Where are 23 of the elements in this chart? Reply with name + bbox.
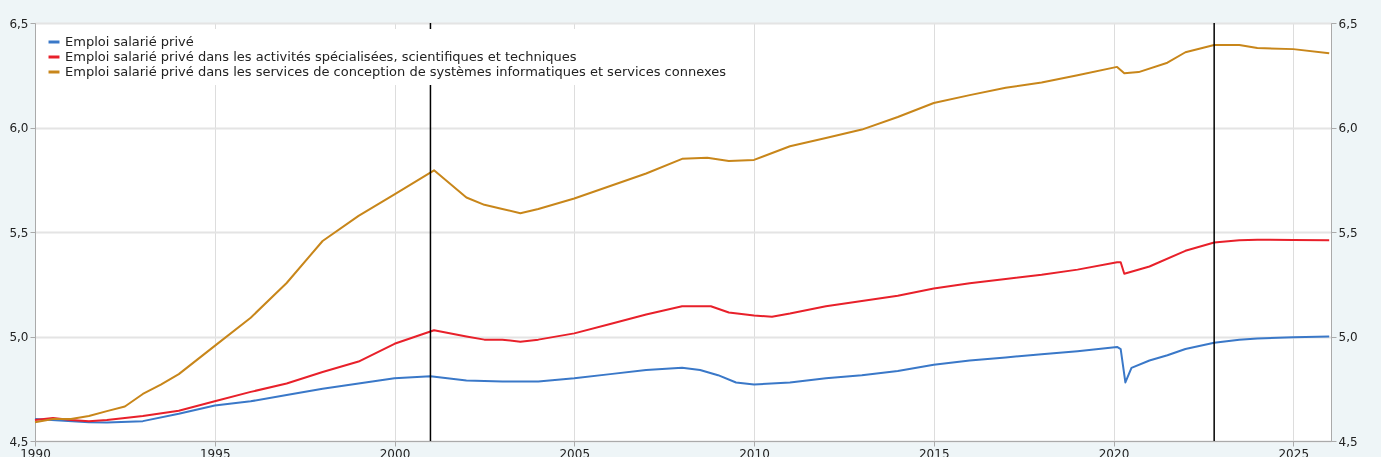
y-tick-label: 5,5 — [9, 225, 29, 240]
x-tick-label: 2025 — [1278, 446, 1310, 457]
y2-tick-label: 4,5 — [1338, 434, 1358, 449]
x-tick-label: 2010 — [739, 446, 770, 457]
x-tick-label: 1995 — [199, 446, 231, 457]
legend-label: Emploi salarié privé dans les activités spécialisées, scientifiques et techniques — [65, 49, 577, 64]
legend-label: Emploi salarié privé dans les services de conception de systèmes informatiques et services connexes — [65, 64, 727, 79]
x-tick-label: 2000 — [379, 446, 411, 457]
y2-tick-label: 5,0 — [1338, 330, 1358, 344]
y-tick-label: 5,0 — [9, 330, 29, 344]
y2-tick-label: 5,5 — [1338, 225, 1358, 240]
y2-tick-label: 6,5 — [1338, 16, 1358, 31]
line-series — [34, 238, 1331, 423]
y2-tick-label: 6,0 — [1338, 121, 1358, 135]
y-tick-label: 4,5 — [9, 434, 29, 449]
x-tick-label: 2020 — [1098, 446, 1130, 457]
x-tick-label: 2005 — [559, 446, 591, 457]
x-tick-label: 1990 — [20, 446, 51, 457]
y-tick-label: 6,0 — [9, 121, 29, 135]
x-tick-label: 2015 — [918, 446, 950, 457]
line-series — [34, 335, 1331, 424]
legend-label: Emploi salarié privé — [65, 34, 194, 49]
y-tick-label: 6,5 — [9, 16, 29, 31]
